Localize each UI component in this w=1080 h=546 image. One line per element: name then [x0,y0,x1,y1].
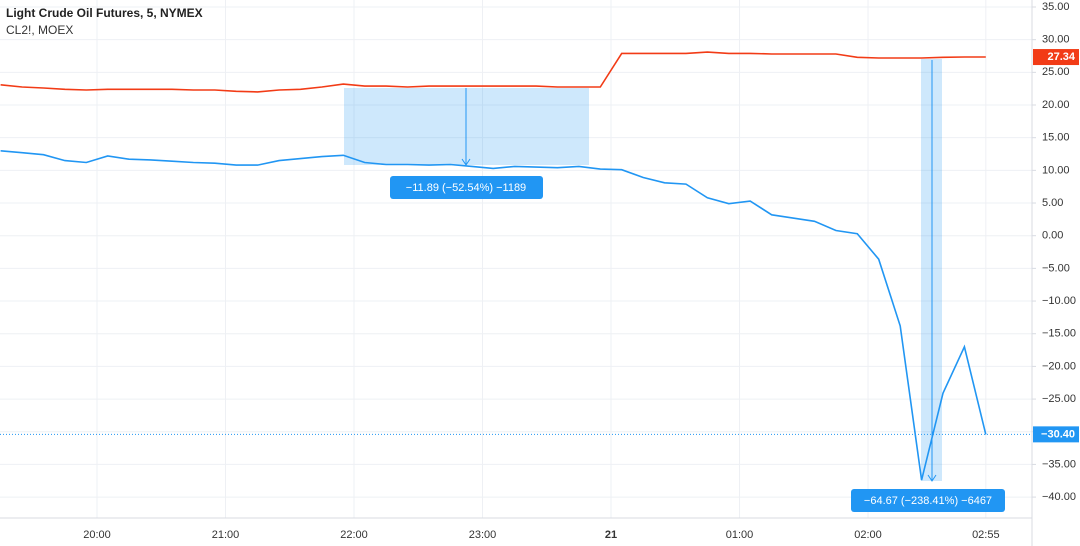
y-tick-label: 10.00 [1042,164,1070,176]
price-label-box [1033,426,1079,443]
y-tick-label: 15.00 [1042,132,1070,144]
price-label-box [1033,49,1079,66]
x-tick-label: 21:00 [212,529,240,541]
y-tick-label: −20.00 [1042,360,1076,372]
y-tick-label: 30.00 [1042,34,1070,46]
annotation: −11.89 (−52.54%) −1189 [406,182,526,194]
y-tick-label: −35.00 [1042,458,1076,470]
y-tick-label: −40.00 [1042,491,1076,503]
x-tick-label: 02:55 [972,529,1000,541]
y-tick-label: 20.00 [1042,99,1070,111]
y-tick-label: −25.00 [1042,393,1076,405]
price-label: 27.34 [1047,51,1075,63]
y-tick-label: 35.00 [1042,1,1070,13]
x-tick-label: 21 [605,529,617,541]
y-tick-label: −5.00 [1042,262,1070,274]
series-line [0,150,987,481]
annotation: −64.67 (−238.41%) −6467 [864,495,992,507]
y-tick-label: 5.00 [1042,197,1063,209]
measure-arrow-head [461,158,471,166]
x-tick-label: 22:00 [340,529,368,541]
x-tick-label: 20:00 [83,529,111,541]
measure-arrow-head [927,474,937,482]
annotation-box [390,176,543,199]
annotation-box [851,489,1005,512]
x-tick-label: 23:00 [469,529,497,541]
y-tick-label: 0.00 [1042,230,1063,242]
x-tick-label: 02:00 [854,529,882,541]
series-line [0,51,986,93]
y-tick-label: −10.00 [1042,295,1076,307]
y-tick-label: −15.00 [1042,328,1076,340]
x-tick-label: 01:00 [726,529,754,541]
legend-entry: Light Crude Oil Futures, 5, NYMEX [6,6,203,20]
y-tick-label: 25.00 [1042,66,1070,78]
price-label: −30.40 [1041,428,1075,440]
legend-entry: CL2!, MOEX [6,23,73,37]
